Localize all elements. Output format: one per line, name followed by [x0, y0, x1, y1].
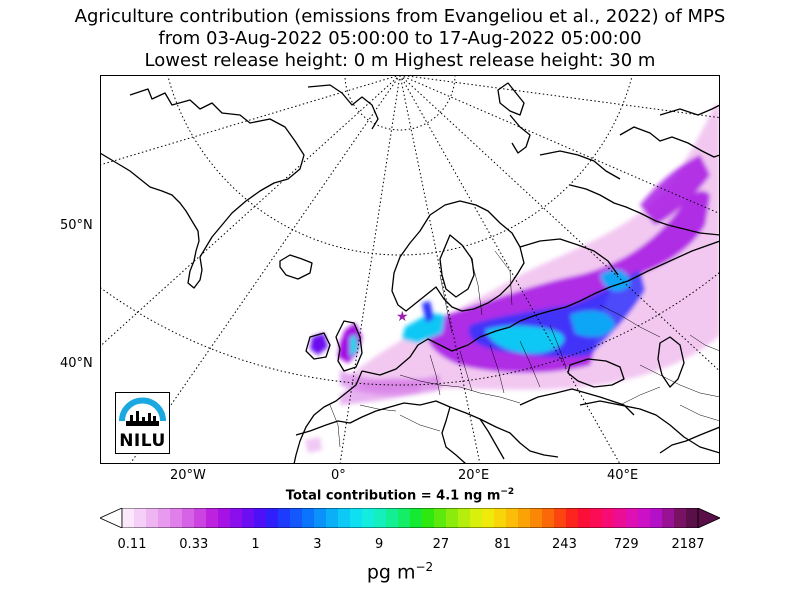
borders [329, 250, 720, 448]
colorbar-tick-label: 9 [374, 537, 384, 552]
colorbar-segment [674, 508, 687, 528]
colorbar-segment [494, 508, 507, 528]
nilu-logo: NILU [115, 392, 170, 454]
colorbar-tick-label: 0.11 [117, 537, 147, 552]
colorbar-segment [386, 508, 399, 528]
lon-label-40e: 40°E [607, 468, 639, 483]
colorbar-tick-label: 0.33 [179, 537, 209, 552]
colorbar-segment [362, 508, 375, 528]
colorbar-segment [242, 508, 255, 528]
colorbar-units: pg m−2 [0, 560, 800, 583]
lon-label-20w: 20°W [170, 468, 206, 483]
colorbar-tick-label: 81 [494, 537, 511, 552]
map-canvas: ★ [100, 75, 720, 464]
colorbar-segment [458, 508, 471, 528]
colorbar-segment [638, 508, 651, 528]
colorbar-segment [518, 508, 531, 528]
colorbar-segment [410, 508, 423, 528]
lon-label-0: 0° [331, 468, 346, 483]
lat-label-40n: 40°N [60, 356, 93, 371]
colorbar-segment [446, 508, 459, 528]
colorbar-segment [122, 508, 135, 528]
colorbar-segment [506, 508, 519, 528]
nilu-logo-text: NILU [119, 431, 166, 451]
title-line-3: Lowest release height: 0 m Highest relea… [144, 50, 656, 71]
colorbar-segment [566, 508, 579, 528]
units-exponent: −2 [415, 560, 434, 574]
colorbar-segment [614, 508, 627, 528]
colorbar-segment [194, 508, 207, 528]
colorbar-segment [374, 508, 387, 528]
colorbar-segment [554, 508, 567, 528]
colorbar-segment [254, 508, 267, 528]
title-line-2: from 03-Aug-2022 05:00:00 to 17-Aug-2022… [158, 28, 642, 49]
colorbar-tick-label: 1 [251, 537, 260, 552]
colorbar-tick-label: 2187 [671, 537, 705, 552]
colorbar-segment [278, 508, 291, 528]
colorbar-segment [590, 508, 603, 528]
total-contribution: Total contribution = 4.1 ng m−2 [0, 487, 800, 503]
coastlines [100, 82, 720, 464]
colorbar-segment [578, 508, 591, 528]
colorbar-segment [158, 508, 171, 528]
nilu-logo-icon [119, 397, 166, 426]
colorbar-segment [686, 508, 699, 528]
lon-label-20e: 20°E [458, 468, 490, 483]
colorbar-segment [422, 508, 435, 528]
colorbar-segment [134, 508, 147, 528]
units-base: pg m [366, 561, 416, 584]
colorbar-segment [266, 508, 279, 528]
colorbar-segment [146, 508, 159, 528]
lat-label-50n: 50°N [60, 218, 93, 233]
colorbar-segment [182, 508, 195, 528]
colorbar-segment [170, 508, 183, 528]
total-contribution-text: Total contribution = 4.1 ng m [285, 488, 501, 504]
colorbar-segment [206, 508, 219, 528]
colorbar-segment [626, 508, 639, 528]
colorbar-segment [542, 508, 555, 528]
colorbar-segment [650, 508, 663, 528]
colorbar-tick-label: 3 [313, 537, 322, 552]
colorbar-segment [470, 508, 483, 528]
colorbar-segment [662, 508, 675, 528]
colorbar-segment [302, 508, 315, 528]
colorbar-tick-label: 729 [613, 537, 639, 552]
map-panel: ★ [100, 75, 720, 464]
colorbar [99, 507, 721, 529]
colorbar-segment [530, 508, 543, 528]
colorbar-tick-label: 243 [552, 537, 577, 552]
colorbar-segment [482, 508, 495, 528]
colorbar-segment [314, 508, 327, 528]
release-site-star-icon: ★ [396, 309, 409, 325]
colorbar-under-arrow [99, 507, 123, 529]
title-line-1: Agriculture contribution (emissions from… [74, 6, 726, 27]
colorbar-tick-label: 27 [432, 537, 450, 552]
total-contribution-exponent: −2 [500, 487, 515, 497]
colorbar-segment [230, 508, 243, 528]
colorbar-segment [434, 508, 447, 528]
colorbar-segment [338, 508, 351, 528]
colorbar-canvas [99, 507, 721, 529]
colorbar-segment [602, 508, 615, 528]
colorbar-over-arrow [697, 507, 721, 529]
colorbar-segment [326, 508, 339, 528]
colorbar-segment [290, 508, 303, 528]
colorbar-segment [350, 508, 363, 528]
colorbar-segment [398, 508, 411, 528]
colorbar-segment [218, 508, 231, 528]
